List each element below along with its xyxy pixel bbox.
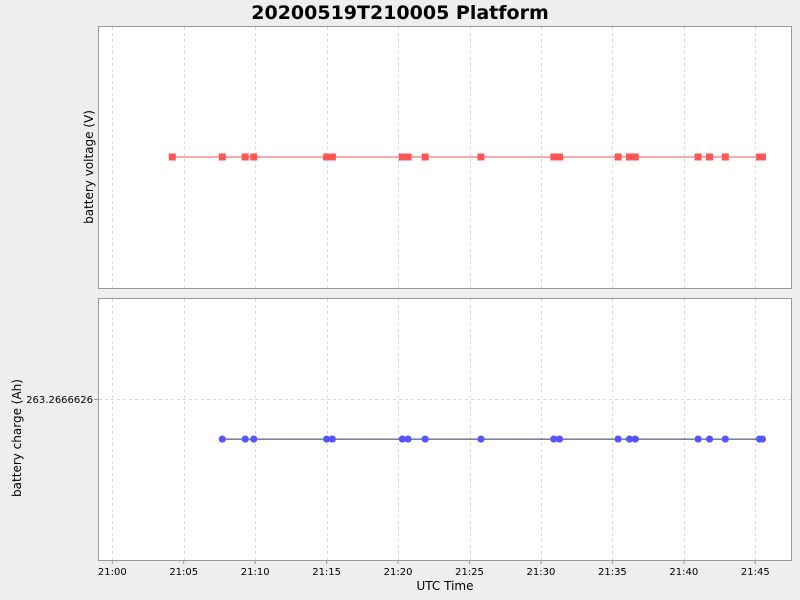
x-tick-label: 21:30 bbox=[527, 567, 556, 578]
x-tick-label: 21:40 bbox=[669, 567, 698, 578]
data-point bbox=[328, 435, 336, 443]
top-grid bbox=[112, 27, 756, 288]
data-point bbox=[631, 435, 639, 443]
data-point bbox=[631, 153, 639, 161]
chart-title: 20200519T210005 Platform bbox=[251, 2, 549, 24]
data-point bbox=[477, 435, 485, 443]
x-tick-label: 21:15 bbox=[312, 567, 341, 578]
data-point bbox=[421, 435, 429, 443]
data-point bbox=[168, 153, 176, 161]
bottom-plot-area bbox=[98, 298, 792, 561]
data-point bbox=[550, 435, 558, 443]
data-point bbox=[694, 153, 702, 161]
x-ticks: 21:00 21:05 21:10 21:15 21:20 21:25 21:30 21:35… bbox=[98, 560, 770, 578]
data-point bbox=[758, 435, 767, 443]
bottom-y-ticks: 263.2666626 bbox=[26, 395, 98, 406]
voltage-series bbox=[168, 153, 766, 161]
data-point bbox=[705, 435, 714, 443]
data-point bbox=[626, 153, 634, 161]
data-point bbox=[398, 435, 406, 443]
bottom-y-axis-label: battery charge (Ah) bbox=[10, 379, 24, 497]
top-y-axis-label: battery voltage (V) bbox=[82, 110, 96, 224]
bottom-panel: 263.2666626 battery charge (Ah) bbox=[10, 298, 792, 561]
data-point bbox=[625, 435, 634, 443]
data-point bbox=[218, 435, 226, 443]
data-point bbox=[404, 435, 412, 443]
data-point bbox=[328, 153, 336, 161]
y-tick-label: 263.2666626 bbox=[26, 395, 93, 406]
data-point bbox=[556, 153, 564, 161]
data-point bbox=[550, 153, 558, 161]
data-point bbox=[404, 153, 412, 161]
data-point bbox=[250, 435, 258, 443]
data-point bbox=[614, 435, 622, 443]
x-tick-label: 21:45 bbox=[741, 567, 770, 578]
data-point bbox=[241, 153, 249, 161]
data-point bbox=[758, 153, 766, 161]
data-point bbox=[555, 435, 564, 443]
data-point bbox=[706, 153, 714, 161]
data-point bbox=[421, 153, 429, 161]
x-axis-label: UTC Time bbox=[417, 579, 474, 593]
x-tick-label: 21:25 bbox=[455, 567, 484, 578]
x-tick-label: 21:35 bbox=[598, 567, 627, 578]
data-point bbox=[477, 153, 485, 161]
x-tick-label: 21:00 bbox=[98, 567, 127, 578]
bottom-grid bbox=[99, 299, 791, 560]
data-point bbox=[721, 435, 729, 443]
x-tick-label: 21:10 bbox=[241, 567, 270, 578]
x-tick-label: 21:20 bbox=[384, 567, 413, 578]
charge-series bbox=[218, 435, 767, 443]
data-point bbox=[323, 435, 331, 443]
data-point bbox=[323, 153, 331, 161]
data-point bbox=[241, 435, 249, 443]
data-point bbox=[721, 153, 729, 161]
data-point bbox=[694, 435, 702, 443]
data-point bbox=[218, 153, 226, 161]
data-point bbox=[250, 153, 258, 161]
top-panel: battery voltage (V) bbox=[82, 26, 792, 289]
data-point bbox=[398, 153, 406, 161]
data-point bbox=[614, 153, 622, 161]
x-tick-label: 21:05 bbox=[169, 567, 198, 578]
